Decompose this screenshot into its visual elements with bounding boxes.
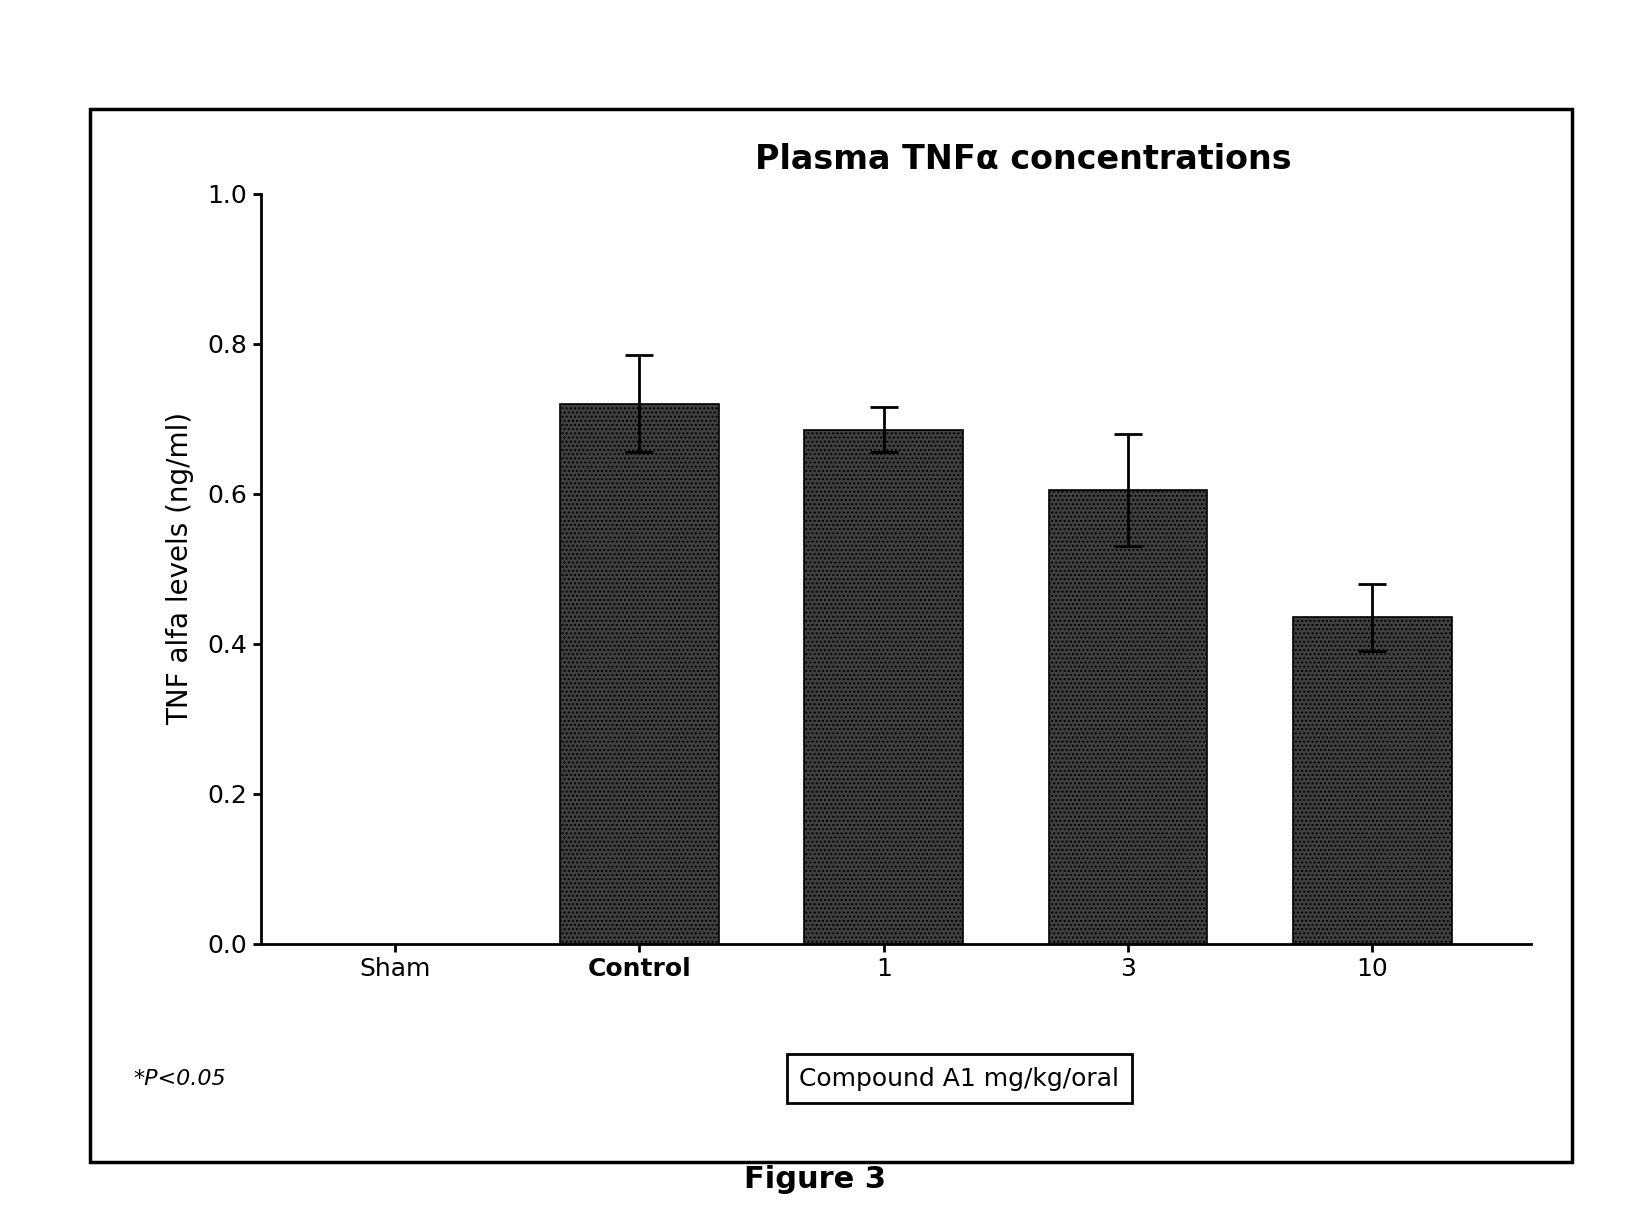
Text: Figure 3: Figure 3 — [743, 1165, 886, 1194]
Bar — [1293, 617, 1451, 944]
Bar — [560, 404, 718, 944]
Text: *P<0.05: *P<0.05 — [134, 1068, 226, 1089]
Title: Plasma TNFα concentrations: Plasma TNFα concentrations — [754, 143, 1292, 175]
Y-axis label: TNF alfa levels (ng/ml): TNF alfa levels (ng/ml) — [166, 413, 194, 725]
Bar — [805, 430, 963, 944]
Text: Compound A1 mg/kg/oral: Compound A1 mg/kg/oral — [800, 1067, 1119, 1091]
Bar — [1049, 490, 1207, 944]
